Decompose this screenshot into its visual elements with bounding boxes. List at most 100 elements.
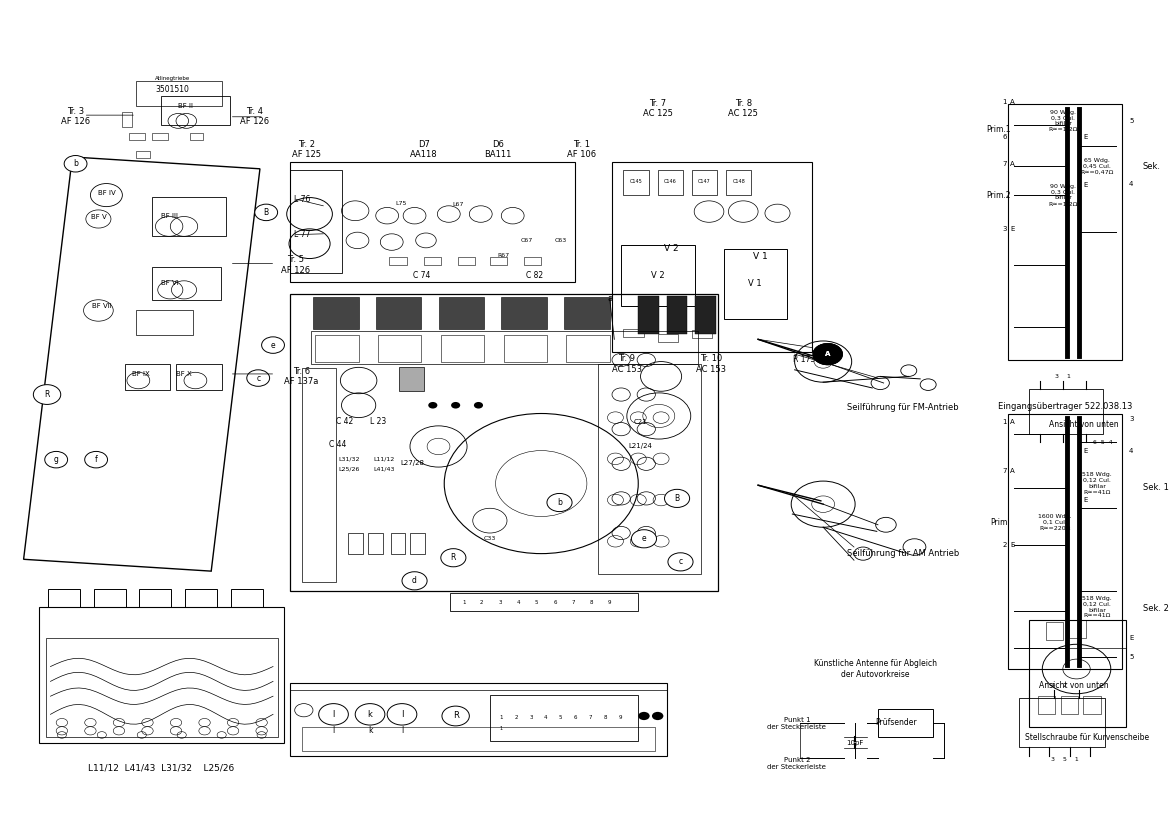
Text: L75: L75 [395,201,406,206]
Text: 1: 1 [462,600,466,605]
Bar [1060,696,1078,715]
Text: D6
BA111: D6 BA111 [484,140,511,160]
Bar [391,533,406,553]
Text: D7
AA118: D7 AA118 [410,140,438,160]
Text: C 44: C 44 [330,440,346,449]
Text: 1: 1 [1003,99,1007,105]
Bar [399,366,424,391]
Bar [1083,696,1101,715]
Text: 9: 9 [608,600,612,605]
Text: E: E [1129,634,1134,641]
Bar [152,197,226,237]
Text: A: A [1010,418,1016,425]
Bar [598,364,701,574]
Bar [314,297,359,328]
Text: A: A [825,351,831,357]
Circle shape [44,452,68,468]
Text: C145: C145 [629,179,642,184]
Bar [125,364,171,390]
Bar [566,335,610,361]
Circle shape [255,204,277,221]
Bar [624,328,644,337]
Text: BF IV: BF IV [97,189,116,196]
Bar [624,170,648,195]
Text: Tr. 1
AF 106: Tr. 1 AF 106 [566,140,596,160]
Text: Punkt 2
der Steckerleiste: Punkt 2 der Steckerleiste [768,758,826,770]
Bar [290,162,576,282]
Text: Tr. 5
AF 126: Tr. 5 AF 126 [281,256,310,275]
Text: 90 Wdg.
0,3 Cul.
bifilar
R≈=1,2Ω: 90 Wdg. 0,3 Cul. bifilar R≈=1,2Ω [1048,184,1078,206]
Text: L 23: L 23 [370,418,386,426]
Text: A: A [1010,99,1016,105]
Text: Sek. 2: Sek. 2 [1143,605,1169,614]
Text: Seilführung für FM-Antrieb: Seilführung für FM-Antrieb [847,404,959,412]
Bar [490,696,639,741]
Text: BF II: BF II [178,103,193,109]
Bar [410,533,425,553]
Bar [621,245,695,306]
Text: d: d [412,576,417,586]
Text: 90 Wdg.
0,3 Cul.
bifilar
R≈=1,2Ω: 90 Wdg. 0,3 Cul. bifilar R≈=1,2Ω [1048,110,1078,132]
Text: 6: 6 [573,715,577,720]
Circle shape [474,402,483,409]
Text: k: k [367,726,372,735]
Circle shape [262,337,284,353]
Text: I: I [401,726,404,735]
Text: Tr. 2
AF 125: Tr. 2 AF 125 [291,140,321,160]
Text: C148: C148 [732,179,745,184]
Circle shape [247,370,269,386]
Text: 5: 5 [535,600,538,605]
Text: 5: 5 [559,715,563,720]
Text: C146: C146 [663,179,676,184]
Text: 2: 2 [1003,543,1007,548]
Bar [441,335,484,361]
Text: 5: 5 [1129,118,1134,124]
Text: C67: C67 [521,238,532,243]
Bar [290,294,718,590]
Text: L25/26: L25/26 [339,466,360,471]
Bar [290,683,667,756]
Text: Tr. 3
AF 126: Tr. 3 AF 126 [61,107,90,127]
Text: c: c [679,557,682,566]
Circle shape [428,402,438,409]
Text: c: c [256,374,260,383]
Bar [503,335,546,361]
Text: A: A [825,351,831,357]
Bar [39,607,284,743]
Circle shape [652,712,663,720]
Text: 3501510: 3501510 [156,85,190,94]
Bar [152,133,168,140]
Circle shape [441,548,466,566]
Text: L 76: L 76 [294,194,310,203]
Text: BF X: BF X [177,371,192,377]
Text: R 173: R 173 [792,355,814,364]
Bar [658,170,683,195]
Text: 6: 6 [1003,134,1007,141]
Text: A: A [1010,468,1016,474]
Circle shape [452,402,460,409]
Text: Sek. 1: Sek. 1 [1143,483,1169,492]
Text: 4: 4 [544,715,548,720]
Bar [230,589,263,607]
Bar [439,297,484,328]
Bar [1009,414,1122,669]
Bar [1046,622,1062,640]
Text: Sek.: Sek. [1143,162,1161,170]
Bar [667,296,687,333]
Text: V 1: V 1 [748,279,762,288]
Circle shape [813,343,842,365]
Text: E: E [1083,134,1088,141]
Text: B: B [263,208,269,217]
Bar [123,112,131,127]
Text: b: b [74,160,78,168]
Bar [48,589,80,607]
Text: b: b [557,498,562,507]
Bar [1019,698,1106,748]
Bar [564,297,610,328]
Text: L11/12  L41/43  L31/32    L25/26: L11/12 L41/43 L31/32 L25/26 [88,763,234,772]
Text: 8: 8 [590,600,593,605]
Circle shape [639,712,649,720]
Text: 7: 7 [571,600,574,605]
Text: R67: R67 [497,253,510,258]
Circle shape [84,452,108,468]
